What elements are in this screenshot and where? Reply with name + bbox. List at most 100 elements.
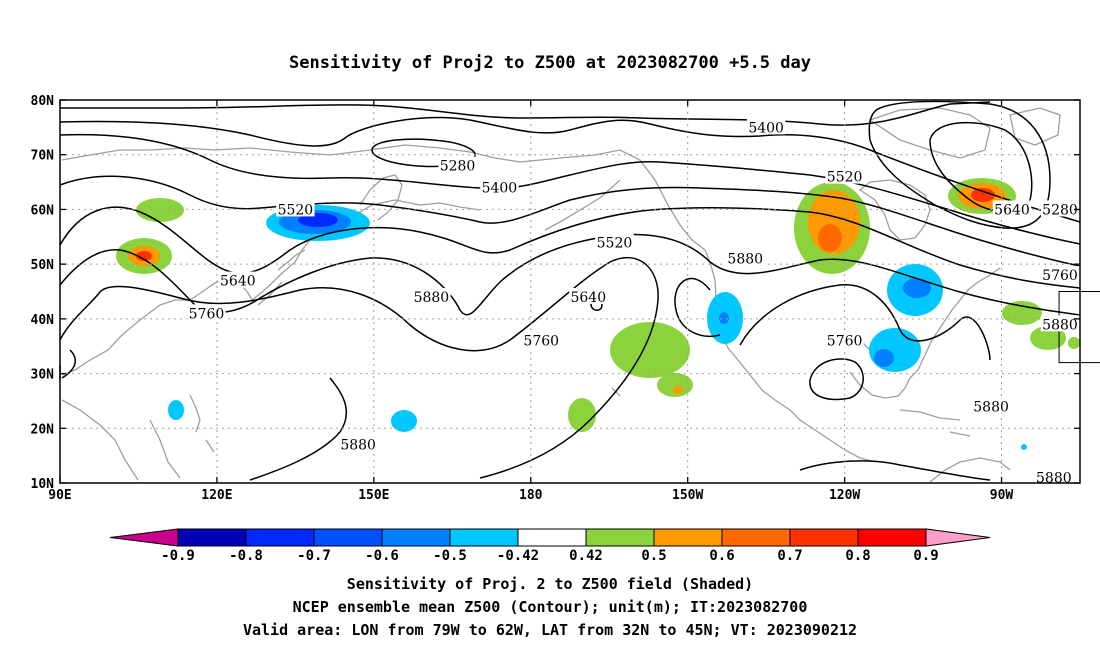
- contour-label-bg: [438, 156, 477, 173]
- colorbar-segment: [789, 528, 859, 547]
- coastline-north-america-east: [917, 267, 1001, 371]
- contour-label: 5520: [827, 170, 863, 186]
- coastline-indochina: [61, 399, 181, 481]
- lat-tick-label: 20N: [31, 422, 55, 437]
- contour-label-bg: [971, 397, 1011, 414]
- shade-positive-west-small: [136, 198, 184, 222]
- coastlines: [61, 107, 1061, 483]
- contour-label-bg: [276, 200, 315, 217]
- shade-negative-east-coast-core: [903, 278, 931, 298]
- contour-label: 5880: [1036, 471, 1072, 487]
- shade-positive-atlantic-east: [1030, 326, 1066, 350]
- shade-negative-tropical-west: [168, 400, 184, 420]
- shade-negative-west-coast-core: [719, 312, 729, 324]
- lon-axis: 90E 120E 150E 180 150W 120W 90W: [48, 100, 1013, 503]
- coastline-philippines: [189, 394, 215, 453]
- contour-5880-tropical: [799, 460, 991, 481]
- contour-label-bg: [992, 200, 1032, 217]
- contour-label-bg: [1040, 200, 1080, 217]
- lon-tick-label: 90E: [48, 488, 71, 503]
- contour-label: 5280: [440, 159, 476, 175]
- lon-tick-label: 150E: [358, 488, 389, 503]
- contour-line-2: [59, 116, 1081, 223]
- colorbar-high-triangle: [925, 528, 991, 547]
- colorbar-label: 0.5: [641, 548, 666, 564]
- contour-label: 5760: [523, 334, 559, 350]
- contour-label-bg: [569, 287, 608, 304]
- colorbar-label: -0.42: [497, 548, 539, 564]
- contour-label-bg: [187, 304, 226, 321]
- contour-label: 5880: [727, 252, 763, 268]
- shade-positive-atlantic: [1002, 301, 1042, 325]
- colorbar-segment: [585, 528, 655, 547]
- colorbar-segment: [517, 528, 587, 547]
- lat-tick-label: 30N: [31, 368, 55, 383]
- shade-positive-central-pacific-core: [673, 386, 683, 394]
- lat-tick-label: 70N: [31, 149, 55, 164]
- figure-title: Sensitivity of Proj2 to Z500 at 20230827…: [289, 53, 811, 73]
- graticule: [60, 100, 1080, 483]
- contour-label: 5880: [1042, 317, 1078, 333]
- contour-label-bg: [522, 331, 561, 348]
- contour-label-bg: [338, 435, 378, 452]
- contour-5880-america: [739, 284, 991, 361]
- contour-5880-gulf: [809, 358, 864, 401]
- lon-tick-label: 150W: [672, 488, 703, 503]
- lat-tick-label: 80N: [31, 94, 55, 109]
- colorbar-label: 0.7: [777, 548, 802, 564]
- contour-label: 5640: [570, 290, 606, 306]
- contour-label: 5400: [482, 181, 518, 197]
- shade-positive-west-asia-inner: [136, 251, 152, 261]
- contour-label: 5880: [414, 290, 450, 306]
- shade-positive-central-pacific: [610, 322, 690, 378]
- colorbar-segment: [177, 528, 247, 547]
- shade-positive-central-pacific-tail: [657, 373, 693, 397]
- contour-5760-low: [674, 277, 721, 337]
- contour-labels: 5400 5280 5400 5520 5520 5640 5280 5520 5880 5640…: [187, 118, 1080, 487]
- lat-tick-label: 60N: [31, 203, 55, 218]
- contour-5520-north: [59, 175, 1081, 267]
- contour-label-bg: [726, 249, 765, 266]
- contour-label-bg: [1034, 468, 1074, 485]
- contour-label: 5760: [189, 306, 225, 322]
- contour-label: 5400: [748, 120, 784, 136]
- lon-tick-label: 180: [519, 488, 543, 503]
- colorbar-label: -0.9: [161, 548, 195, 564]
- colorbar-label: -0.6: [365, 548, 399, 564]
- contour-label: 5520: [278, 202, 314, 218]
- lat-tick-label: 10N: [31, 477, 55, 492]
- footer-line-1: Sensitivity of Proj. 2 to Z500 field (Sh…: [347, 575, 753, 593]
- lat-tick-label: 50N: [31, 258, 55, 273]
- colorbar-label: -0.5: [433, 548, 467, 564]
- contour-label: 5760: [1042, 268, 1078, 284]
- shade-negative-tropical-central: [391, 410, 417, 432]
- contour-label: 5880: [340, 438, 376, 454]
- contour-label: 5640: [994, 202, 1030, 218]
- coastline-caribbean: [899, 409, 971, 437]
- shade-negative-southeast: [869, 328, 921, 372]
- lon-tick-label: 90W: [990, 488, 1014, 503]
- shade-positive-central-pacific-south: [568, 398, 596, 432]
- shade-negative-northwest-pacific-core: [298, 213, 338, 227]
- lat-tick-label: 40N: [31, 313, 55, 328]
- contour-label-bg: [1040, 315, 1080, 332]
- colorbar: -0.9 -0.8 -0.7 -0.6 -0.5 -0.42 0.42 0.5 0.6 0.7 0.…: [109, 528, 991, 564]
- colorbar-segment: [721, 528, 791, 547]
- lon-tick-label: 120E: [201, 488, 232, 503]
- contour-label: 5520: [597, 235, 633, 251]
- shade-positive-greenland-core: [971, 188, 995, 202]
- colorbar-label: -0.8: [229, 548, 263, 564]
- shade-positive-atlantic-edge: [1068, 337, 1080, 349]
- colorbar-label: 0.6: [709, 548, 734, 564]
- coastline-japan: [257, 249, 306, 306]
- footer-line-3: Valid area: LON from 79W to 62W, LAT fro…: [243, 621, 857, 639]
- contour-label-bg: [480, 178, 519, 195]
- contour-label-bg: [218, 271, 258, 288]
- colorbar-segment: [653, 528, 723, 547]
- map-frame: [59, 99, 1081, 484]
- colorbar-label: 0.8: [845, 548, 870, 564]
- contour-label: 5760: [827, 334, 863, 350]
- colorbar-segment: [381, 528, 451, 547]
- coastline-hudson-bay: [858, 179, 931, 241]
- contour-label-bg: [595, 233, 634, 250]
